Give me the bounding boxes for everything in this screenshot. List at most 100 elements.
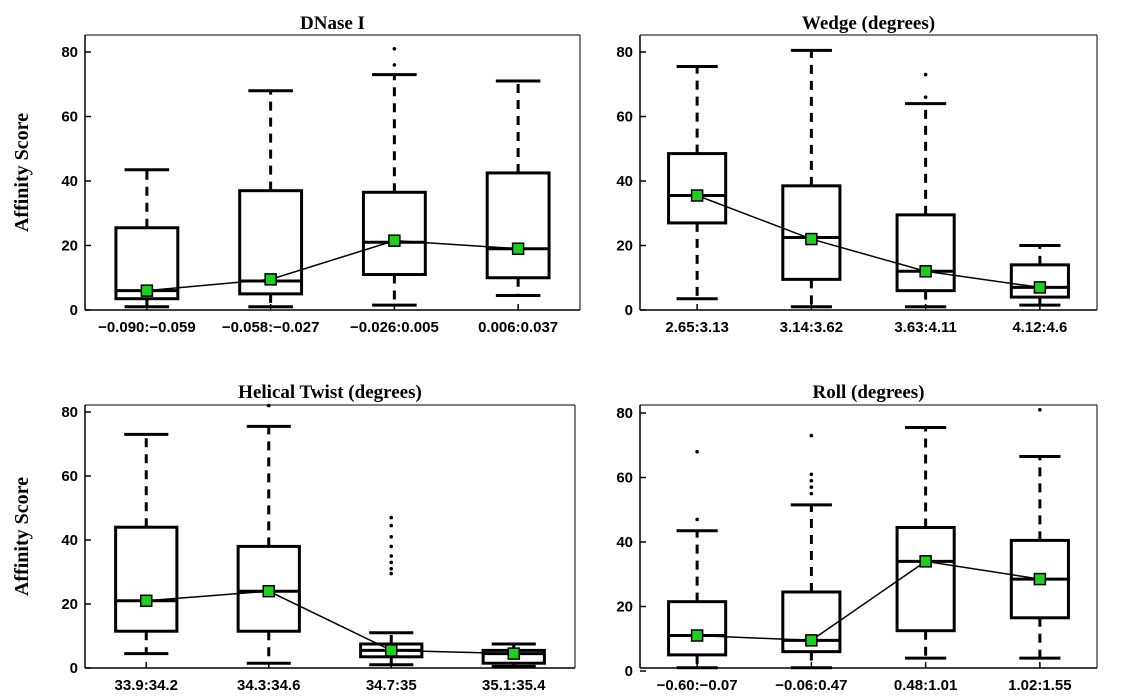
box-plot [1009, 244, 1070, 307]
x-tick-label: −0.60:−0.07 [657, 677, 738, 694]
outlier-point [809, 433, 814, 438]
mean-line [696, 194, 1040, 289]
x-tick-label: −0.090:−0.059 [98, 319, 196, 336]
x-tick-label: 34.3:34.6 [237, 677, 300, 694]
mean-marker [690, 189, 704, 202]
mean-marker [511, 242, 525, 255]
outlier-point [389, 544, 394, 549]
mean-marker [140, 594, 153, 608]
mean-marker [388, 234, 401, 247]
outlier-point [266, 403, 271, 408]
outlier-point [695, 449, 699, 454]
outlier-point [923, 95, 928, 99]
y-tick-label: 60 [61, 468, 78, 485]
outlier-point [809, 491, 814, 496]
y-tick-label: 40 [616, 534, 633, 551]
mean-marker [919, 555, 932, 568]
outlier-point [392, 63, 397, 67]
x-tick-label: −0.026:0.005 [350, 319, 439, 336]
box-plot [781, 433, 842, 670]
iqr-box [238, 189, 304, 296]
iqr-box [895, 525, 956, 633]
iqr-box [667, 600, 728, 657]
x-tick-label: −0.058:−0.027 [222, 319, 320, 336]
x-tick-label: 2.65:3.13 [665, 319, 728, 336]
y-tick-label: 20 [61, 238, 78, 255]
outlier-point [389, 571, 394, 576]
panel-roll: Roll (degrees) 0 20 40 60 80 −0.60:−0.07 −0.06:… [616, 382, 1098, 694]
y-tick-label: 60 [616, 470, 633, 487]
mean-marker [690, 629, 704, 642]
chart-title: DNase I [300, 13, 365, 34]
outlier-point [389, 535, 394, 539]
x-tick-label: 0.006:0.037 [478, 319, 558, 336]
mean-marker [1033, 281, 1047, 294]
mean-line [697, 560, 1040, 642]
mean-line [146, 239, 519, 292]
x-tick-label: −0.06:0.47 [775, 677, 847, 694]
y-tick-label: 20 [61, 596, 78, 613]
y-tick-label: 20 [616, 238, 633, 255]
box-plot [114, 432, 179, 656]
outlier-point [809, 485, 814, 489]
mean-marker [264, 273, 277, 286]
y-tick-label: 40 [61, 532, 78, 549]
y-tick-label: 0 [625, 663, 633, 680]
x-tick-label: 3.63:4.11 [894, 319, 957, 336]
mean-marker [507, 647, 520, 660]
iqr-box [781, 590, 842, 654]
iqr-box [114, 525, 179, 633]
mean-marker [1033, 572, 1047, 586]
y-tick-label: 80 [61, 44, 78, 61]
chart-title: Wedge (degrees) [802, 13, 935, 34]
outlier-point [695, 517, 699, 522]
y-tick-label: 0 [70, 302, 78, 319]
y-tick-label: 80 [61, 404, 78, 421]
outlier-point [809, 472, 814, 477]
outlier-point [389, 523, 394, 528]
box-plot [895, 72, 956, 309]
box-plot [895, 426, 956, 660]
outlier-point [923, 72, 928, 77]
y-tick-label: 60 [616, 109, 633, 126]
panel-dnase-i: DNase I Affinity Score 0 20 40 60 80 −0.090:−0.… [11, 13, 581, 336]
mean-marker [919, 265, 932, 278]
y-axis-label: Affinity Score [11, 477, 33, 596]
box-plot [1009, 407, 1070, 660]
box-plot [359, 515, 424, 667]
box-plot [667, 65, 728, 301]
x-tick-label: 0.48:1.01 [894, 677, 957, 694]
box-plot [485, 79, 551, 297]
outlier-point [389, 554, 394, 558]
iqr-box [361, 190, 427, 277]
x-tick-label: 4.12:4.6 [1012, 319, 1067, 336]
outlier-point [389, 567, 394, 571]
outlier-point [389, 560, 394, 565]
panel-helical-twist: Helical Twist (degrees) Affinity Score 0 20… [11, 382, 576, 694]
iqr-box [895, 213, 956, 293]
y-tick-label: 80 [616, 405, 633, 422]
outlier-point [392, 46, 397, 51]
x-tick-label: 33.9:34.2 [115, 677, 178, 694]
iqr-box [1009, 263, 1070, 299]
chart-title: Helical Twist (degrees) [238, 382, 422, 403]
box-plot [236, 403, 301, 665]
iqr-box [114, 226, 180, 301]
x-tick-label: 34.7:35 [366, 677, 417, 694]
iqr-box [667, 152, 728, 225]
y-tick-label: 40 [61, 173, 78, 190]
box-plot [361, 46, 427, 307]
x-tick-label: 3.14:3.62 [780, 319, 843, 336]
outlier-point [389, 515, 394, 520]
mean-line [146, 590, 514, 655]
y-tick-label: 80 [616, 44, 633, 61]
mean-marker [805, 232, 818, 246]
chart-title: Roll (degrees) [812, 382, 924, 403]
mean-marker [140, 284, 154, 297]
outlier-point [1038, 407, 1042, 412]
y-tick-label: 60 [61, 109, 78, 126]
y-axis-label: Affinity Score [11, 113, 33, 232]
outlier-point [809, 478, 814, 483]
y-tick-label: 20 [616, 599, 633, 616]
